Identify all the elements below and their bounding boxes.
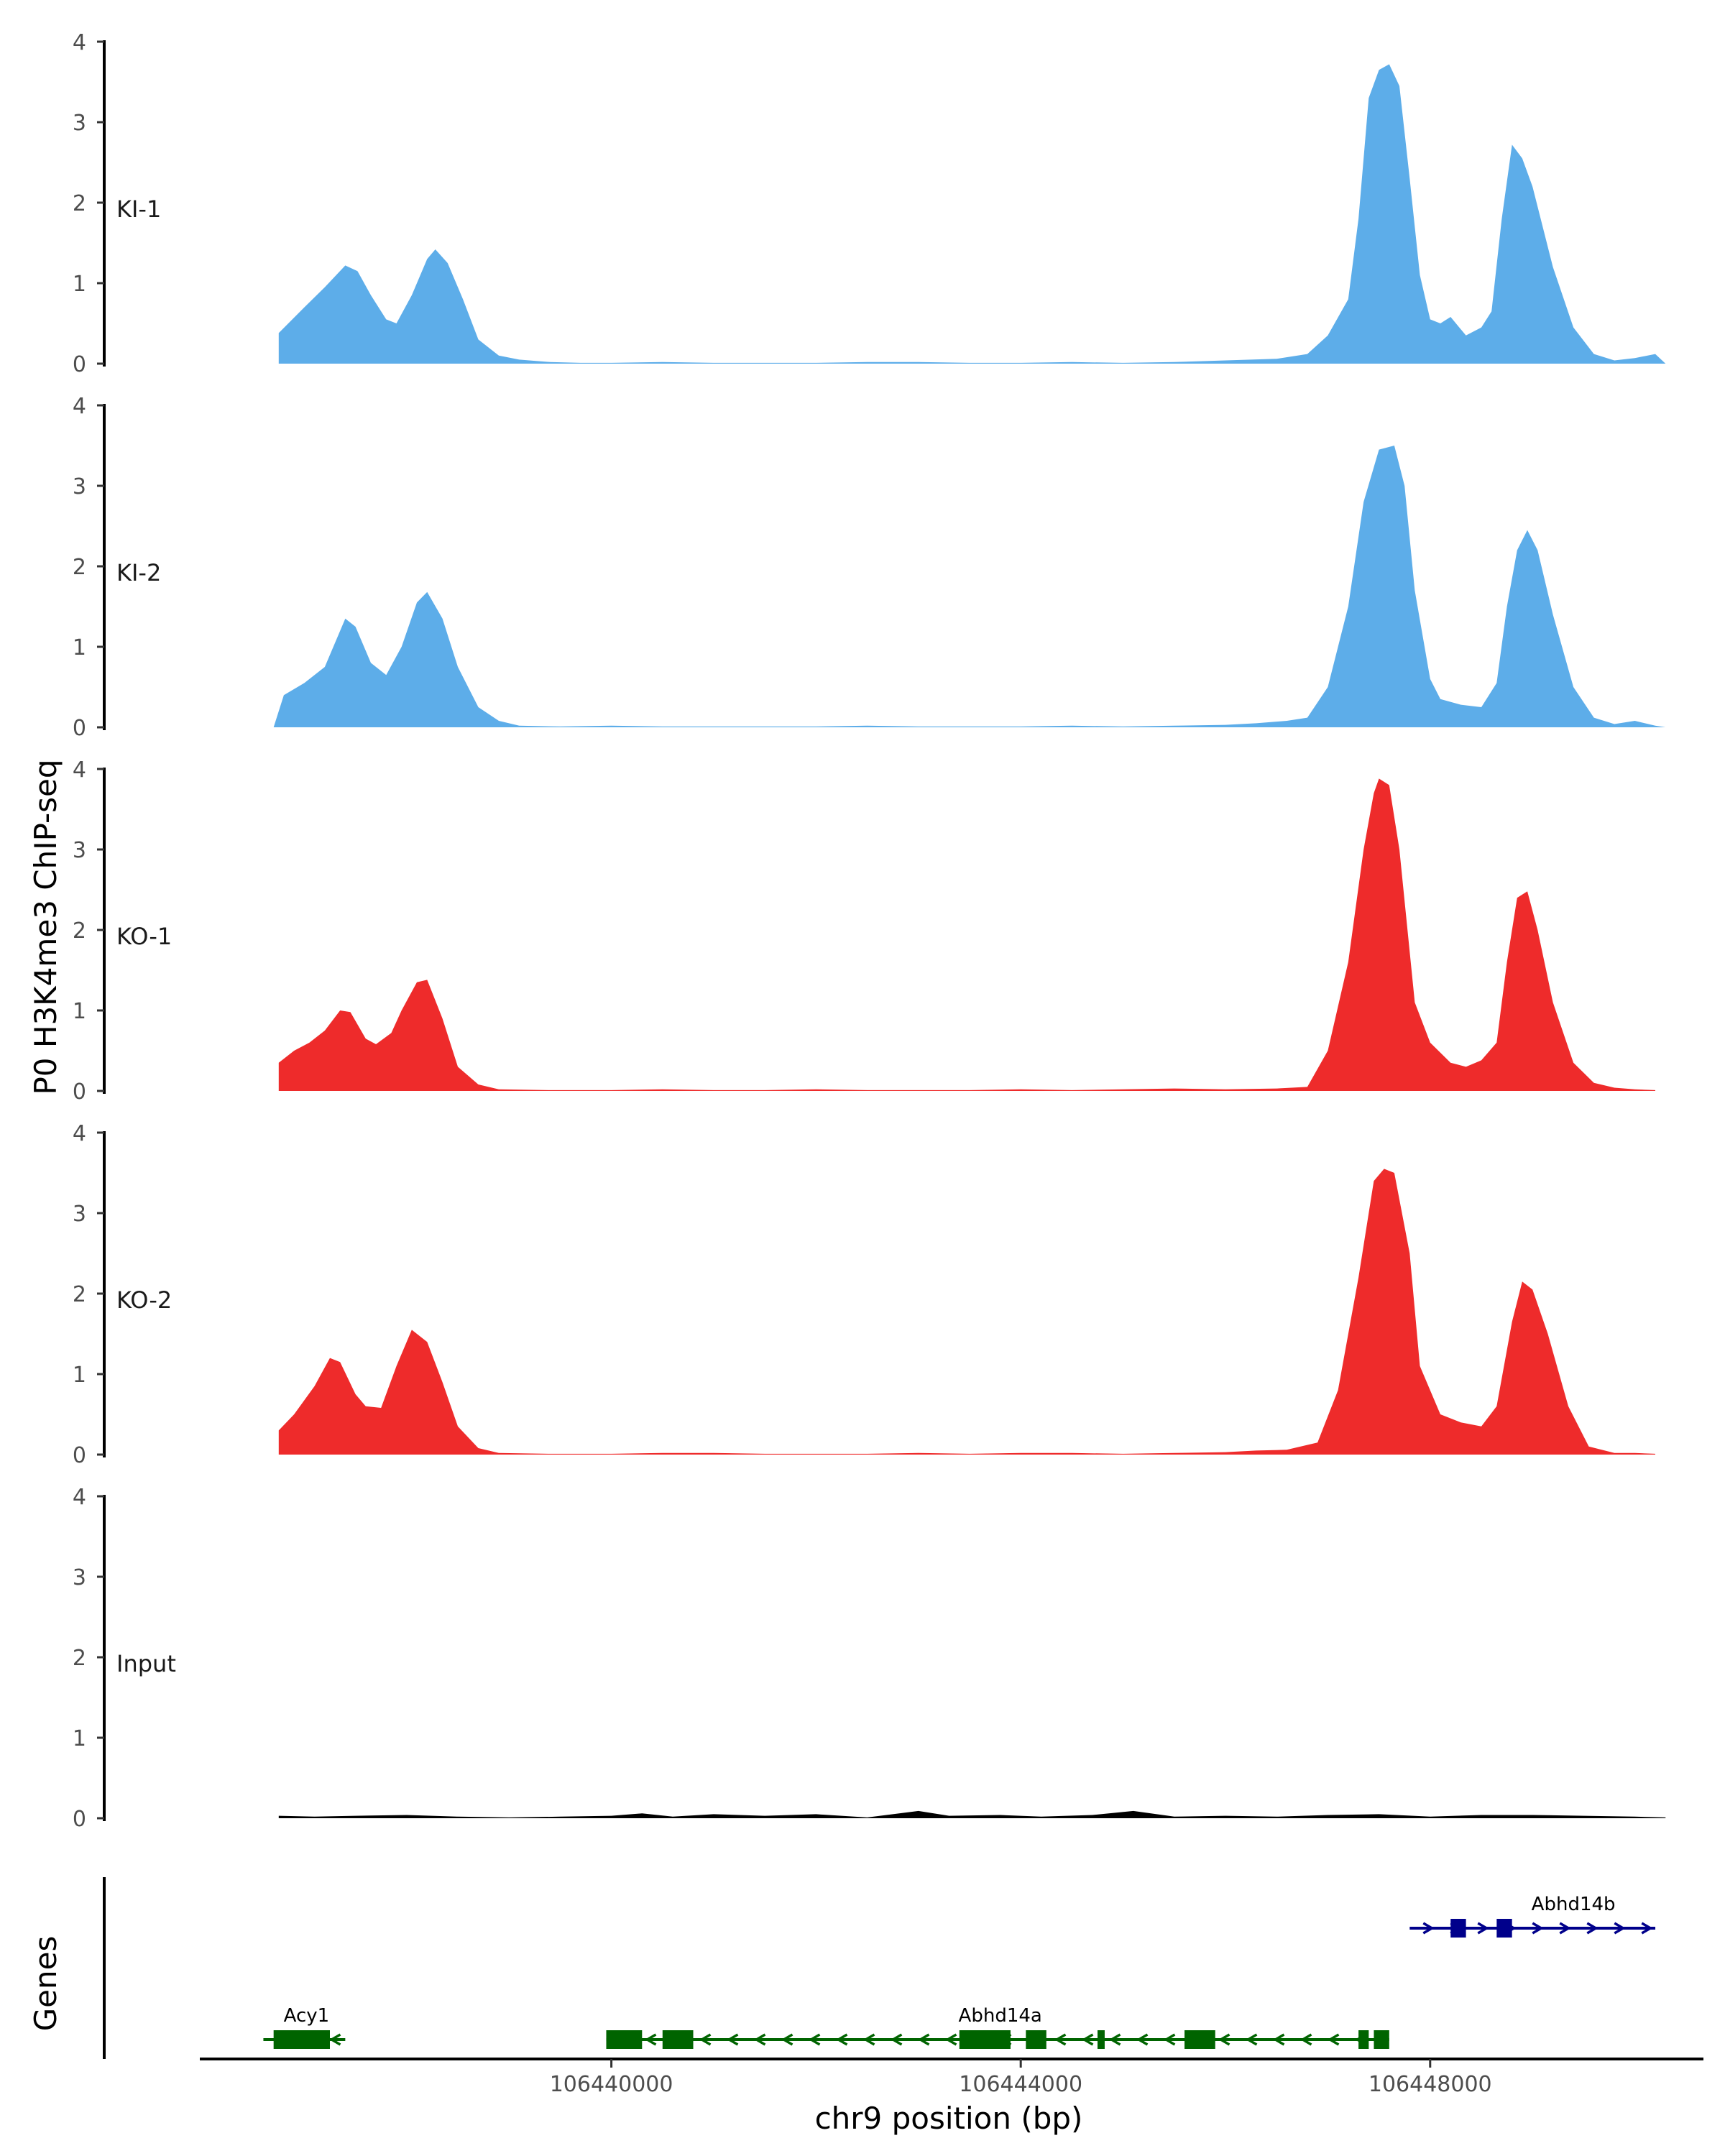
y-tick-label: 3 (73, 838, 86, 863)
gene-label: Abhd14a (959, 2005, 1042, 2027)
strand-arrow (1614, 1922, 1626, 1935)
strand-arrow (1477, 1922, 1489, 1935)
gene-label: Abhd14b (1532, 1894, 1616, 1915)
exon-block (1184, 2030, 1215, 2049)
strand-arrow (1586, 1922, 1598, 1935)
signal-area-ko-2 (278, 1169, 1655, 1455)
exon-block (1374, 2030, 1389, 2049)
y-tick-label: 4 (73, 394, 86, 419)
strand-arrow (699, 2033, 712, 2046)
y-tick-label: 1 (73, 635, 86, 660)
y-tick-label: 2 (73, 918, 86, 944)
gene-label: Acy1 (284, 2005, 330, 2027)
y-tick-label: 2 (73, 555, 86, 580)
y-tick-label: 4 (73, 1485, 86, 1510)
y-tick-label: 3 (73, 1565, 86, 1590)
signal-area-input (278, 1810, 1666, 1818)
strand-arrow (1245, 2033, 1258, 2046)
strand-arrow (1081, 2033, 1094, 2046)
track-label: KI-1 (116, 195, 161, 223)
strand-arrow (808, 2033, 821, 2046)
strand-arrow (1532, 1922, 1544, 1935)
exon-block (959, 2030, 1011, 2049)
strand-arrow (1218, 2033, 1230, 2046)
y-tick-label: 0 (73, 352, 86, 377)
strand-arrow (890, 2033, 903, 2046)
y-tick-label: 3 (73, 474, 86, 499)
y-tick-label: 3 (73, 1202, 86, 1227)
exon-block (273, 2030, 330, 2049)
gene-abhd14a: Abhd14a (606, 2005, 1389, 2049)
strand-arrow (1054, 2033, 1067, 2046)
exon-block (1496, 1919, 1512, 1938)
signal-area-ko-1 (278, 778, 1655, 1091)
strand-arrow (644, 2033, 657, 2046)
strand-arrow (1108, 2033, 1121, 2046)
y-tick-label: 3 (73, 111, 86, 136)
y-tick-label: 1 (73, 272, 86, 297)
y-tick-label: 0 (73, 1443, 86, 1468)
signal-area-ki-1 (278, 64, 1666, 364)
y-tick-label: 4 (73, 757, 86, 783)
strand-arrow (862, 2033, 875, 2046)
y-tick-label: 1 (73, 1726, 86, 1751)
track-ki-1: 0 1 2 3 4 KI-1 (73, 30, 1666, 377)
gene-acy1: Acy1 (263, 2005, 346, 2049)
strand-arrow (1559, 1922, 1571, 1935)
exon-block (606, 2030, 643, 2049)
strand-arrow (1641, 1922, 1653, 1935)
gene-track-label: Genes (28, 1936, 63, 2032)
strand-arrow (1300, 2033, 1312, 2046)
y-tick-label: 1 (73, 1363, 86, 1388)
exon-block (1358, 2030, 1369, 2049)
y-tick-label: 1 (73, 999, 86, 1024)
track-label: KI-2 (116, 559, 161, 586)
x-tick-label: 106440000 (550, 2072, 673, 2097)
y-tick-label: 2 (73, 1282, 86, 1307)
gene-abhd14b: Abhd14b (1409, 1894, 1656, 1938)
x-axis-title: chr9 position (bp) (815, 2101, 1083, 2136)
strand-arrow (1327, 2033, 1340, 2046)
y-axis-title: P0 H3K4me3 ChIP-seq (28, 759, 63, 1095)
strand-arrow (835, 2033, 848, 2046)
signal-area-ki-2 (273, 446, 1666, 727)
strand-arrow (1422, 1922, 1435, 1935)
y-tick-label: 2 (73, 191, 86, 216)
y-tick-label: 4 (73, 1121, 86, 1146)
exon-block (1097, 2030, 1105, 2049)
y-tick-label: 0 (73, 716, 86, 741)
track-ko-1: 0 1 2 3 4 KO-1 (73, 757, 1655, 1105)
track-ko-2: 0 1 2 3 4 KO-2 (73, 1121, 1655, 1468)
track-label: Input (116, 1650, 176, 1677)
strand-arrow (944, 2033, 957, 2046)
y-tick-label: 4 (73, 30, 86, 55)
strand-arrow (328, 2033, 341, 2046)
x-tick-label: 106444000 (959, 2072, 1082, 2097)
track-ki-2: 0 1 2 3 4 KI-2 (73, 394, 1666, 741)
strand-arrow (917, 2033, 930, 2046)
strand-arrow (1163, 2033, 1176, 2046)
strand-arrow (781, 2033, 794, 2046)
exon-block (1450, 1919, 1466, 1938)
exon-block (662, 2030, 694, 2049)
signal-tracks: 0 1 2 3 4 KI-1 0 1 2 3 4 KI-2 0 1 2 3 4 KO-1 0 1 2 3 4 KO-2 0 1 2 3… (73, 30, 1666, 1832)
y-tick-label: 0 (73, 1807, 86, 1832)
y-tick-label: 2 (73, 1646, 86, 1671)
track-label: KO-1 (116, 923, 172, 950)
strand-arrow (753, 2033, 766, 2046)
strand-arrow (726, 2033, 739, 2046)
x-tick-label: 106448000 (1368, 2072, 1492, 2097)
track-input: 0 1 2 3 4 Input (73, 1485, 1666, 1832)
track-label: KO-2 (116, 1286, 172, 1314)
exon-block (1026, 2030, 1046, 2049)
y-tick-label: 0 (73, 1079, 86, 1105)
strand-arrow (1136, 2033, 1149, 2046)
strand-arrow (1272, 2033, 1285, 2046)
gene-track: Genes Acy1 Abhd14a Abhd14b 106440000 10644400… (28, 1877, 1703, 2097)
